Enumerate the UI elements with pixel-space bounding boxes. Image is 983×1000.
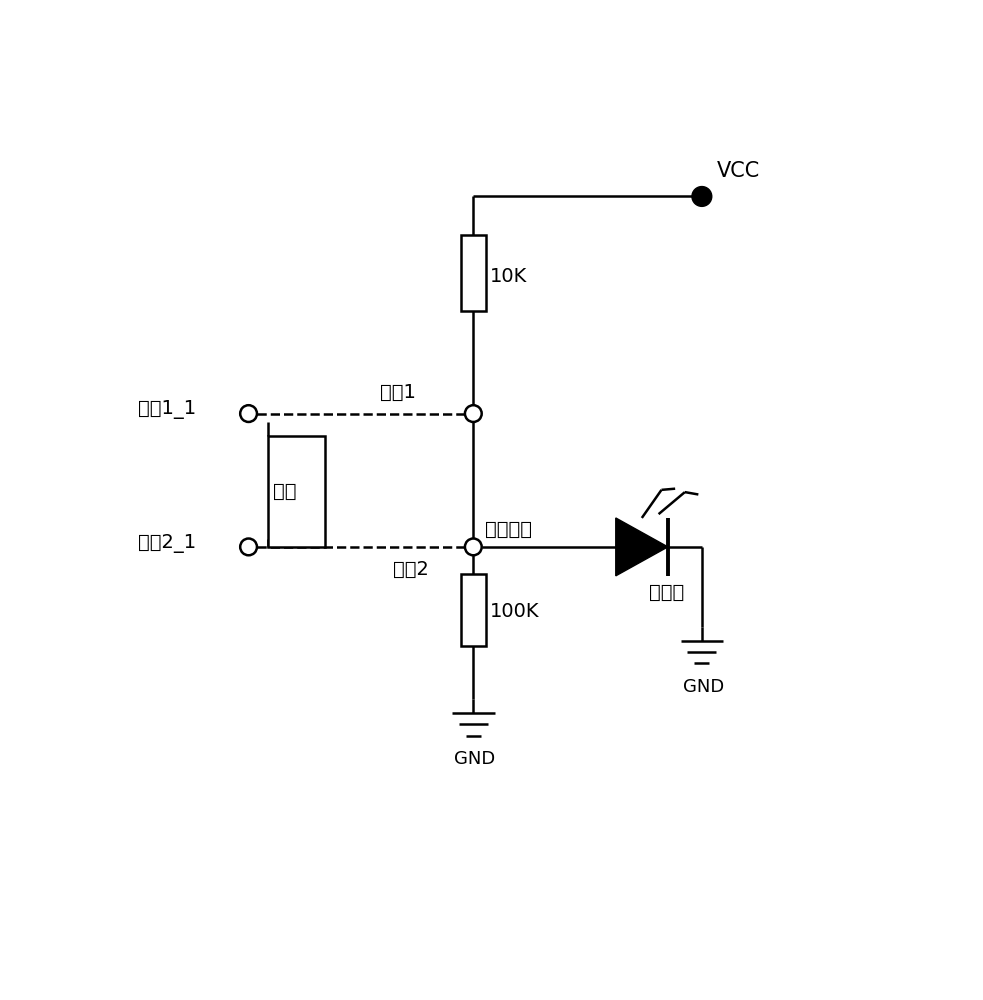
Text: 10K: 10K — [491, 267, 527, 286]
Text: VCC: VCC — [718, 161, 760, 181]
Polygon shape — [615, 518, 667, 576]
Text: GND: GND — [454, 750, 495, 768]
Text: 触点2: 触点2 — [393, 560, 430, 579]
Text: 指示灯: 指示灯 — [649, 583, 684, 602]
Text: 磁铁: 磁铁 — [273, 482, 297, 501]
Text: 100K: 100K — [491, 602, 540, 621]
Bar — [461, 574, 486, 646]
Circle shape — [240, 405, 257, 422]
Text: 触点1: 触点1 — [380, 383, 416, 402]
Text: 触点信号: 触点信号 — [485, 520, 532, 539]
Text: GND: GND — [683, 678, 724, 696]
Text: 触点1_1: 触点1_1 — [138, 400, 197, 419]
Text: 触点2_1: 触点2_1 — [138, 534, 197, 553]
Bar — [267, 436, 324, 547]
Circle shape — [465, 405, 482, 422]
Circle shape — [240, 539, 257, 555]
Circle shape — [692, 187, 712, 206]
Bar — [461, 235, 486, 311]
Circle shape — [465, 539, 482, 555]
